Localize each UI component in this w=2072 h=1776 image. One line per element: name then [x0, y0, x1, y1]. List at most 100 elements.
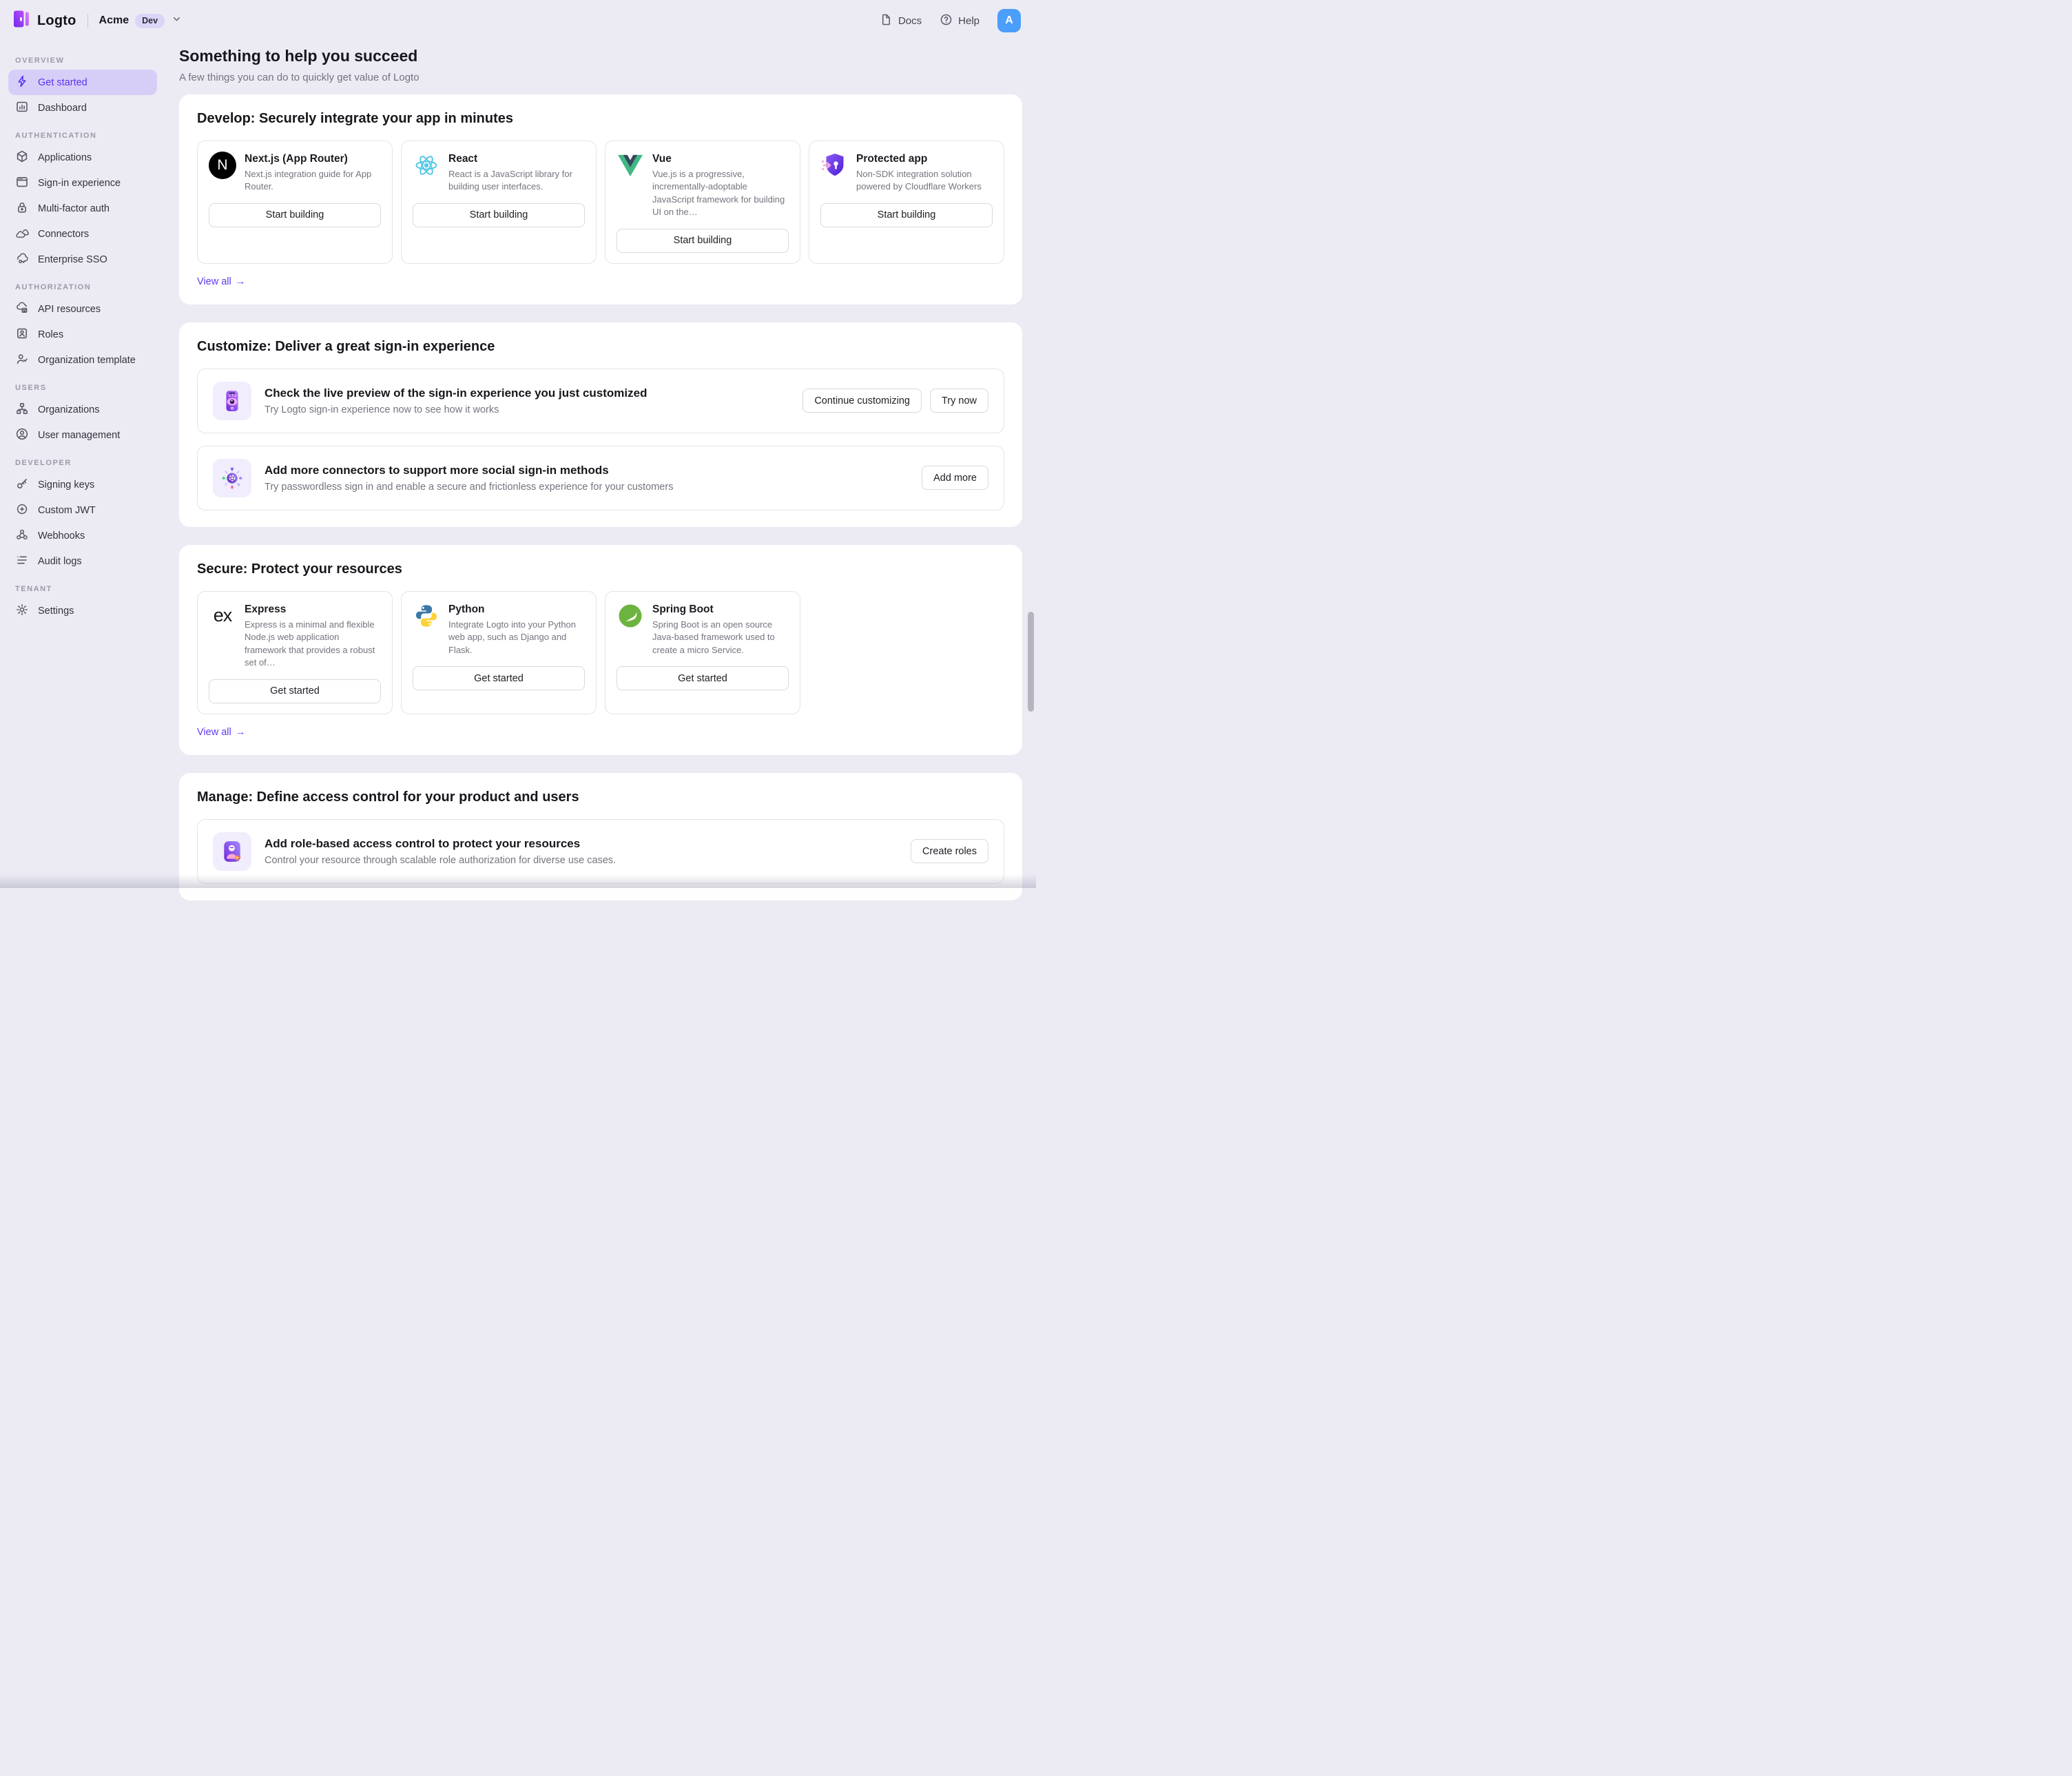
framework-description: Next.js integration guide for App Router…	[245, 169, 372, 192]
start-building-button[interactable]: Start building	[617, 228, 789, 253]
python-logo-icon	[413, 602, 440, 630]
lock-icon	[15, 200, 29, 217]
continue-customizing-button[interactable]: Continue customizing	[802, 389, 922, 413]
try-now-button[interactable]: Try now	[929, 389, 988, 413]
sidebar-item-label: Webhooks	[38, 530, 85, 541]
section-label-authentication: AUTHENTICATION	[15, 132, 97, 140]
avatar[interactable]: A	[997, 9, 1021, 32]
framework-card-spring-boot: Spring Boot Spring Boot is an open sourc…	[605, 590, 800, 714]
add-more-button[interactable]: Add more	[922, 466, 988, 491]
framework-description: Express is a minimal and flexible Node.j…	[245, 619, 375, 668]
sign-in-preview-icon	[213, 381, 251, 420]
sidebar-item-signing-keys[interactable]: Signing keys	[8, 472, 157, 497]
add-connectors-description: Try passwordless sign in and enable a se…	[265, 481, 674, 493]
section-label-tenant: TENANT	[15, 585, 52, 593]
grid-spacer	[809, 591, 1004, 714]
sidebar-item-organization-template[interactable]: Organization template	[8, 347, 157, 373]
add-connectors-title: Add more connectors to support more soci…	[265, 463, 609, 477]
develop-panel: Develop: Securely integrate your app in …	[179, 94, 1022, 304]
react-logo-icon	[413, 152, 440, 179]
main-content: Something to help you succeed A few thin…	[165, 41, 1036, 900]
create-roles-button[interactable]: Create roles	[911, 839, 988, 864]
tenant-selector[interactable]: Acme Dev	[99, 13, 183, 28]
framework-description: Non-SDK integration solution powered by …	[856, 169, 982, 192]
sidebar-item-audit-logs[interactable]: Audit logs	[8, 548, 157, 574]
framework-card-vue: Vue Vue.js is a progressive, incremental…	[605, 141, 800, 264]
brand-name: Logto	[37, 12, 76, 28]
topbar: Logto Acme Dev Docs Help A	[0, 0, 1036, 41]
framework-description: Spring Boot is an open source Java-based…	[652, 619, 775, 655]
live-preview-row: Check the live preview of the sign-in ex…	[197, 368, 1004, 433]
framework-name: Vue	[652, 153, 672, 165]
sidebar-item-applications[interactable]: Applications	[8, 145, 157, 170]
sidebar-item-organizations[interactable]: Organizations	[8, 397, 157, 422]
live-preview-description: Try Logto sign-in experience now to see …	[265, 404, 499, 415]
customize-panel: Customize: Deliver a great sign-in exper…	[179, 322, 1022, 527]
hierarchy-icon	[15, 402, 29, 418]
connector-hub-icon	[213, 458, 251, 497]
sidebar-item-settings[interactable]: Settings	[8, 598, 157, 623]
rbac-icon	[213, 832, 251, 871]
document-icon	[880, 13, 893, 29]
help-icon	[940, 13, 953, 29]
page-subtitle: A few things you can do to quickly get v…	[179, 72, 419, 83]
framework-card-python: Python Integrate Logto into your Python …	[401, 590, 597, 714]
sidebar-item-label: Organization template	[38, 354, 136, 366]
start-building-button[interactable]: Start building	[209, 203, 381, 227]
framework-name: Express	[245, 603, 287, 615]
webhook-icon	[15, 528, 29, 544]
sidebar-item-enterprise-sso[interactable]: Enterprise SSO	[8, 247, 157, 272]
sidebar-item-label: Dashboard	[38, 102, 87, 114]
logto-logo-icon	[12, 9, 31, 32]
get-started-button[interactable]: Get started	[617, 666, 789, 691]
view-all-label: View all	[197, 276, 231, 287]
sidebar-item-label: Audit logs	[38, 555, 82, 567]
sidebar-item-custom-jwt[interactable]: Custom JWT	[8, 497, 157, 523]
sidebar-item-webhooks[interactable]: Webhooks	[8, 523, 157, 548]
sidebar-item-api-resources[interactable]: API resources	[8, 296, 157, 322]
sidebar-item-user-management[interactable]: User management	[8, 422, 157, 448]
sidebar-item-roles[interactable]: Roles	[8, 322, 157, 347]
spring-logo-icon	[617, 602, 644, 630]
seal-icon	[15, 502, 29, 519]
help-link[interactable]: Help	[940, 13, 980, 29]
framework-card-protected-app: Protected app Non-SDK integration soluti…	[809, 141, 1004, 264]
section-label-authorization: AUTHORIZATION	[15, 283, 92, 291]
get-started-button[interactable]: Get started	[209, 679, 381, 703]
start-building-button[interactable]: Start building	[820, 203, 993, 227]
sidebar-item-label: API resources	[38, 303, 101, 315]
framework-description: Vue.js is a progressive, incrementally-a…	[652, 169, 785, 218]
start-building-button[interactable]: Start building	[413, 203, 585, 227]
arrow-right-icon: →	[235, 726, 246, 738]
get-started-button[interactable]: Get started	[413, 666, 585, 691]
arrow-right-icon: →	[235, 276, 246, 287]
sidebar-item-get-started[interactable]: Get started	[8, 70, 157, 95]
framework-name: Spring Boot	[652, 603, 714, 615]
sidebar-item-multi-factor-auth[interactable]: Multi-factor auth	[8, 196, 157, 221]
sidebar-item-dashboard[interactable]: Dashboard	[8, 95, 157, 121]
sidebar-item-label: Enterprise SSO	[38, 254, 107, 265]
vertical-scrollbar-thumb[interactable]	[1028, 612, 1034, 712]
docs-label: Docs	[898, 14, 922, 27]
live-preview-title: Check the live preview of the sign-in ex…	[265, 386, 648, 400]
section-label-overview: OVERVIEW	[15, 56, 65, 65]
docs-link[interactable]: Docs	[880, 13, 922, 29]
sidebar-item-sign-in-experience[interactable]: Sign-in experience	[8, 170, 157, 196]
manage-panel: Manage: Define access control for your p…	[179, 772, 1022, 900]
framework-name: Next.js (App Router)	[245, 153, 348, 165]
framework-card-express: ex Express Express is a minimal and flex…	[197, 590, 393, 714]
sidebar-item-label: Sign-in experience	[38, 177, 121, 189]
develop-title: Develop: Securely integrate your app in …	[197, 111, 514, 126]
shield-logo-icon	[820, 152, 848, 179]
dashboard-icon	[15, 100, 29, 116]
sidebar-item-label: User management	[38, 429, 121, 441]
help-label: Help	[958, 14, 980, 27]
secure-view-all-link[interactable]: View all →	[197, 727, 245, 738]
develop-view-all-link[interactable]: View all →	[197, 276, 245, 287]
secure-panel: Secure: Protect your resources ex Expres…	[179, 544, 1022, 755]
list-icon	[15, 553, 29, 570]
sidebar-item-label: Settings	[38, 605, 74, 617]
sidebar-item-connectors[interactable]: Connectors	[8, 221, 157, 247]
framework-card-nextjs: N Next.js (App Router) Next.js integrati…	[197, 141, 393, 264]
express-logo-icon: ex	[213, 605, 233, 626]
